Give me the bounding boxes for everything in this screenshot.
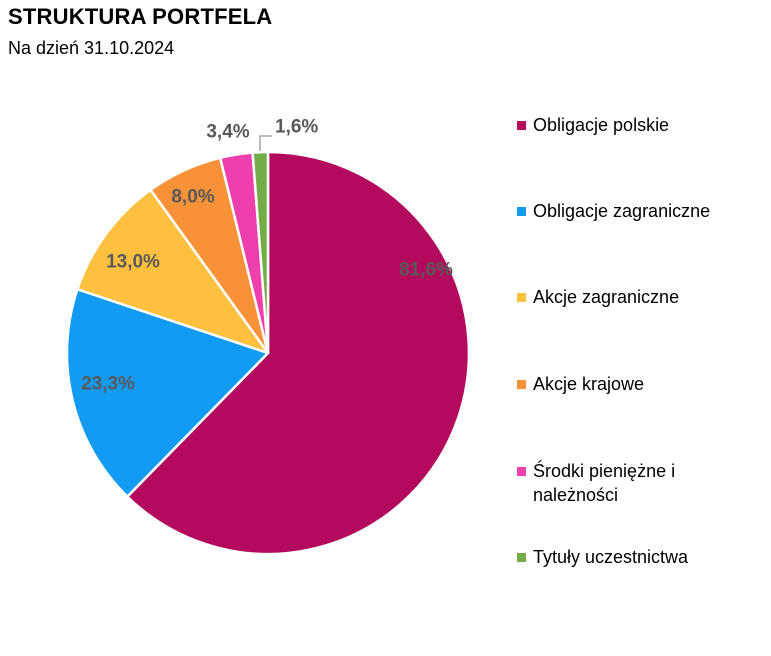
legend-label: Obligacje polskie: [533, 115, 670, 135]
slice-value-labels: 81,6% 23,3% 13,0% 8,0% 3,4% 1,6%: [81, 117, 453, 395]
legend-swatch-icon: [517, 121, 526, 130]
leader-line-1-6: [259, 135, 272, 151]
slice-label-2: 23,3%: [81, 374, 135, 395]
pie-slice-2: [65, 287, 270, 498]
chart-subtitle: Na dzień 31.10.2024: [8, 38, 175, 58]
chart-title: STRUKTURA PORTFELA: [8, 4, 273, 29]
legend-label: Środki pieniężne i należności: [533, 461, 676, 505]
legend-swatch-icon: [517, 207, 526, 216]
slice-label-5: 3,4%: [206, 122, 249, 143]
legend-item-2: Obligacje zagraniczne: [517, 199, 752, 223]
legend-item-1: Obligacje polskie: [517, 113, 752, 137]
legend-label: Akcje zagraniczne: [533, 287, 680, 307]
slice-label-6: 1,6%: [275, 117, 318, 138]
legend-item-6: Tytuły uczestnictwa: [517, 545, 752, 569]
legend-label: Akcje krajowe: [533, 374, 645, 394]
pie-slices: [65, 150, 471, 556]
pie-slice-3: [76, 188, 270, 355]
legend-item-5: Środki pieniężne i należności: [517, 459, 752, 507]
slice-label-1: 81,6%: [399, 260, 453, 281]
legend-item-3: Akcje zagraniczne: [517, 285, 752, 309]
pie-slice-6: [251, 150, 270, 355]
legend-item-4: Akcje krajowe: [517, 372, 752, 396]
legend-swatch-icon: [517, 293, 526, 302]
slice-label-4: 8,0%: [171, 187, 214, 208]
pie-slice-1: [126, 150, 471, 556]
legend-swatch-icon: [517, 467, 526, 476]
legend-swatch-icon: [517, 380, 526, 389]
slice-label-3: 13,0%: [106, 252, 160, 273]
legend-swatch-icon: [517, 553, 526, 562]
legend-label: Tytuły uczestnictwa: [533, 547, 689, 567]
legend-label: Obligacje zagraniczne: [533, 201, 711, 221]
